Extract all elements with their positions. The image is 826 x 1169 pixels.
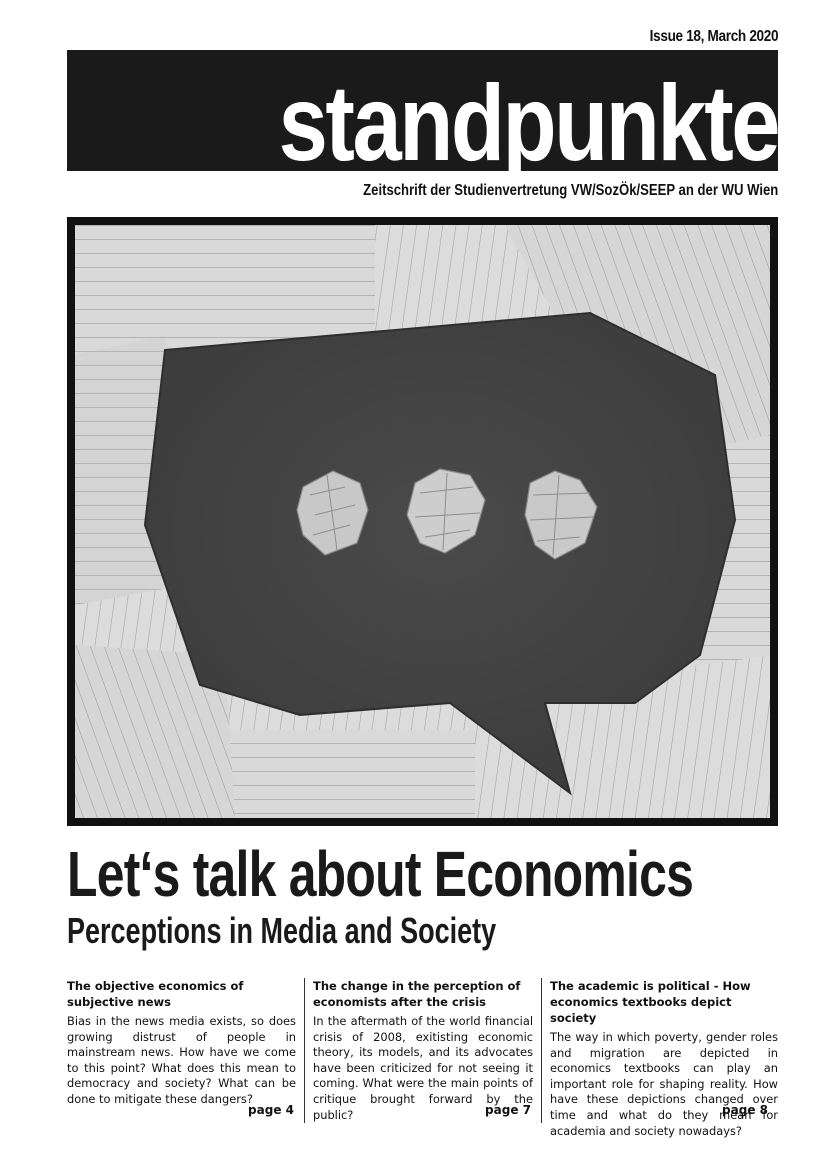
- page-reference[interactable]: page 8: [722, 1103, 768, 1117]
- page-reference[interactable]: page 4: [248, 1103, 294, 1117]
- article-title: The academic is political - How economic…: [550, 979, 751, 1025]
- article-summary: The way in which poverty, gender roles a…: [550, 1030, 778, 1138]
- article-summary: Bias in the news media exists, so does g…: [67, 1014, 296, 1106]
- article-teasers: The objective economics of subjective ne…: [67, 978, 778, 1138]
- page-reference[interactable]: page 7: [485, 1103, 531, 1117]
- speech-bubble-illustration: [75, 225, 770, 818]
- paper-ball-1: [296, 470, 369, 556]
- magazine-subtitle: Zeitschrift der Studienvertretung VW/Soz…: [362, 182, 778, 199]
- issue-label: Issue 18, March 2020: [649, 28, 778, 45]
- article-summary: In the aftermath of the world financial …: [313, 1014, 533, 1122]
- article-title: The objective economics of subjective ne…: [67, 979, 244, 1009]
- article-teaser[interactable]: The change in the perception of economis…: [304, 978, 541, 1123]
- article-teaser[interactable]: The objective economics of subjective ne…: [67, 978, 304, 1123]
- paper-ball-2: [406, 468, 486, 554]
- cover-image: [67, 217, 778, 826]
- main-subheadline: Perceptions in Media and Society: [67, 910, 497, 951]
- article-teaser[interactable]: The academic is political - How economic…: [541, 978, 778, 1138]
- masthead: standpunkte: [67, 50, 780, 177]
- article-title: The change in the perception of economis…: [313, 979, 521, 1009]
- magazine-title: standpunkte: [278, 62, 781, 183]
- main-headline: Let‘s talk about Economics: [67, 838, 694, 910]
- paper-ball-3: [524, 470, 598, 560]
